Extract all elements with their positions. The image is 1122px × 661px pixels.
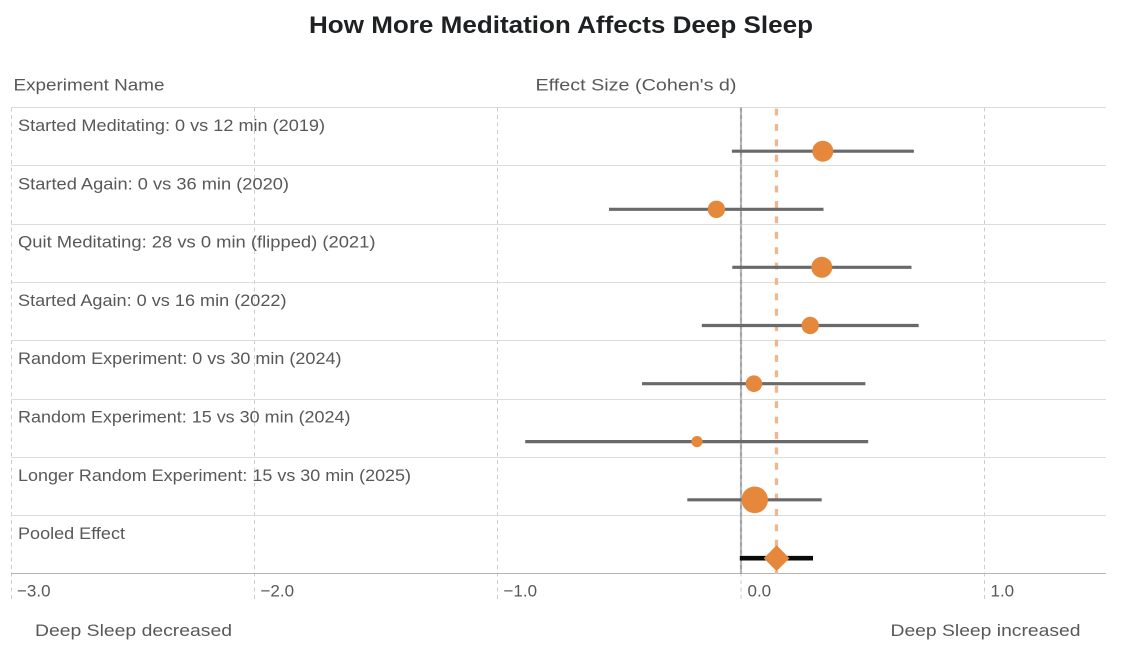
svg-text:−1.0: −1.0 <box>504 582 538 601</box>
svg-text:Deep Sleep decreased: Deep Sleep decreased <box>35 621 232 640</box>
svg-text:0.0: 0.0 <box>748 582 772 601</box>
svg-text:Started Again: 0 vs 36 min (20: Started Again: 0 vs 36 min (2020) <box>18 174 289 193</box>
svg-text:Pooled Effect: Pooled Effect <box>18 524 125 543</box>
svg-text:−2.0: −2.0 <box>261 582 295 601</box>
svg-text:−3.0: −3.0 <box>17 582 51 601</box>
svg-text:Random Experiment: 0 vs 30 min: Random Experiment: 0 vs 30 min (2024) <box>18 349 342 368</box>
svg-text:Started Meditating: 0 vs 12 mi: Started Meditating: 0 vs 12 min (2019) <box>18 116 325 135</box>
svg-text:How More Meditation Affects De: How More Meditation Affects Deep Sleep <box>309 13 813 39</box>
svg-text:Longer Random Experiment: 15 v: Longer Random Experiment: 15 vs 30 min (… <box>18 466 411 485</box>
svg-text:Experiment Name: Experiment Name <box>14 76 165 95</box>
svg-text:Deep Sleep increased: Deep Sleep increased <box>891 621 1081 640</box>
svg-text:Effect Size (Cohen's d): Effect Size (Cohen's d) <box>536 76 737 95</box>
svg-text:Quit Meditating: 28 vs 0 min (: Quit Meditating: 28 vs 0 min (flipped) (… <box>18 233 375 252</box>
svg-text:Random Experiment: 15 vs 30 mi: Random Experiment: 15 vs 30 min (2024) <box>18 408 351 427</box>
svg-text:1.0: 1.0 <box>991 582 1015 601</box>
svg-text:Started Again: 0 vs 16 min (20: Started Again: 0 vs 16 min (2022) <box>18 291 287 310</box>
